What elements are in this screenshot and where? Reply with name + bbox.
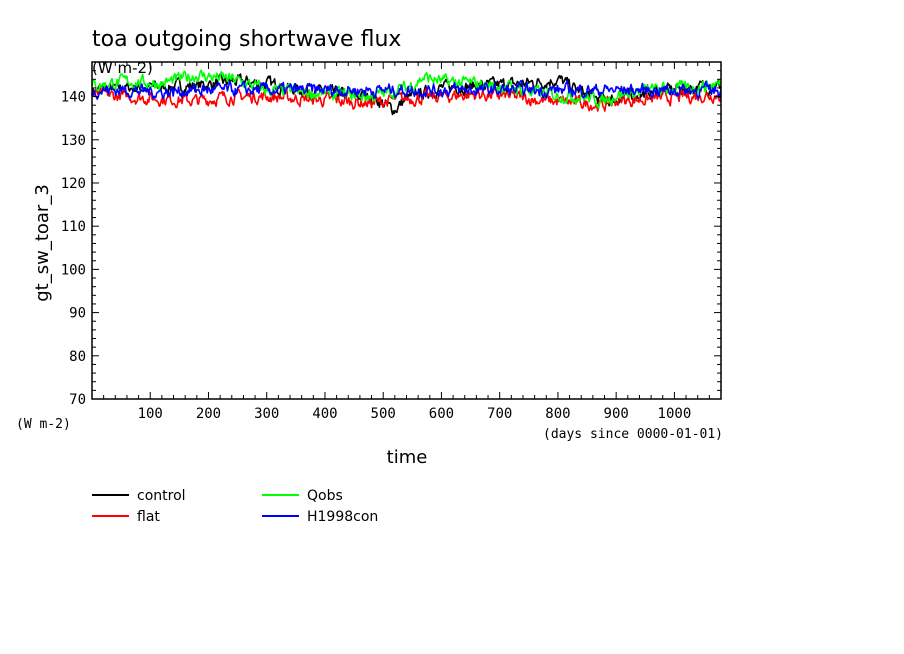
y-tick-label: 120 <box>61 176 86 192</box>
axes-layer: 70 80 90 100 110 120 130 140 100 200 300 400 500 600 7… <box>61 61 722 422</box>
chart-title: toa outgoing shortwave flux <box>92 27 401 52</box>
series-line-flat <box>91 86 722 112</box>
x-axis-label: time <box>387 447 428 468</box>
legend-label-h1998con: H1998con <box>307 509 378 525</box>
legend: control flat Qobs H1998con <box>92 488 378 525</box>
series-line-qobs <box>91 69 722 109</box>
legend-label-qobs: Qobs <box>307 488 343 504</box>
y-tick-label: 110 <box>61 219 86 235</box>
x-tick-label: 700 <box>487 406 512 422</box>
x-tick-label: 300 <box>254 406 279 422</box>
x-tick-label: 100 <box>138 406 163 422</box>
y-tick-label: 130 <box>61 133 86 149</box>
x-tick-label: 400 <box>312 406 337 422</box>
legend-label-control: control <box>137 488 186 504</box>
y-tick-label: 140 <box>61 90 86 106</box>
x-tick-label: 500 <box>371 406 396 422</box>
y-tick-label: 80 <box>69 349 86 365</box>
x-tick-label: 600 <box>429 406 454 422</box>
y-axis-label: gt_sw_toar_3 <box>32 184 53 302</box>
series-line-h1998con <box>91 79 722 100</box>
y-tick-label: 100 <box>61 262 86 278</box>
y-tick-label: 90 <box>69 306 86 322</box>
x-axis-units: (days since 0000-01-01) <box>543 427 723 442</box>
title-units: (W m-2) <box>92 59 153 77</box>
series-layer <box>91 69 722 116</box>
y-tick-label: 70 <box>69 392 86 408</box>
x-tick-label: 900 <box>604 406 629 422</box>
x-tick-label: 200 <box>196 406 221 422</box>
x-tick-label: 800 <box>545 406 570 422</box>
x-tick-label: 1000 <box>658 406 692 422</box>
legend-label-flat: flat <box>137 509 160 525</box>
y-axis-units: (W m-2) <box>16 417 71 432</box>
